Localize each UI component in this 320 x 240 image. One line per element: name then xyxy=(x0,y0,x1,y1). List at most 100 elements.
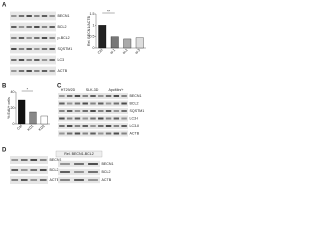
blot-band xyxy=(98,132,104,135)
blot-band xyxy=(74,179,84,181)
blot-band xyxy=(41,48,48,50)
y-tick-label: 0 xyxy=(93,46,95,50)
blot-band xyxy=(11,179,19,181)
y-axis-label: % EdU+ cells xyxy=(7,97,11,119)
blot-band xyxy=(66,95,73,97)
blot-band xyxy=(59,117,65,120)
blot-band xyxy=(74,132,81,135)
blot-band xyxy=(113,95,120,97)
blot-band xyxy=(11,15,17,17)
x-tick-label: KD1 xyxy=(27,124,35,132)
blot-band xyxy=(18,37,25,39)
blot-band xyxy=(74,110,81,112)
figure: A B C D HT29/2D SLK-3D ApcMin/+ Rel. BEC… xyxy=(2,3,146,184)
blot-band xyxy=(34,48,40,50)
blot-band xyxy=(74,125,81,127)
blot-band xyxy=(98,117,104,120)
blot-band xyxy=(41,26,48,28)
blot-band xyxy=(98,110,104,112)
blot-band xyxy=(49,70,55,72)
blot-strip xyxy=(10,55,56,65)
blot-band xyxy=(121,95,127,97)
blot-band xyxy=(88,171,98,173)
bar xyxy=(110,36,119,49)
row-label: LC3-II xyxy=(130,124,140,128)
blot-band xyxy=(30,159,38,161)
blot-band xyxy=(20,159,28,161)
row-label: BCL2 xyxy=(58,25,67,29)
blot-band xyxy=(105,117,112,120)
blot-band xyxy=(41,59,48,61)
blot-band xyxy=(74,102,81,105)
blot-band xyxy=(60,171,70,173)
bar xyxy=(40,115,48,125)
blot-band xyxy=(74,95,81,97)
blot-band xyxy=(59,125,65,127)
column-header: Rel. BECN1-BCL2 xyxy=(64,152,94,156)
blot-band xyxy=(60,179,70,181)
blot-band xyxy=(105,95,112,97)
blot-band xyxy=(49,26,55,28)
column-header: HT29/2D xyxy=(61,88,76,92)
blot-strip xyxy=(10,176,48,184)
x-tick-label: Ctrl xyxy=(97,48,104,55)
blot-band xyxy=(121,110,127,112)
x-tick-label: si-2 xyxy=(122,48,129,55)
y-tick-label: 0.5 xyxy=(90,35,95,39)
bar xyxy=(135,37,144,49)
bar xyxy=(123,38,132,49)
blot-band xyxy=(59,110,65,112)
blot-band xyxy=(26,59,32,61)
blot-band xyxy=(18,15,25,17)
blot-band xyxy=(82,110,88,112)
y-tick-label: 20 xyxy=(11,106,15,110)
blot-band xyxy=(121,132,127,135)
row-label: BECN1 xyxy=(130,94,142,98)
blot-band xyxy=(34,15,40,17)
row-label: SQSTM1 xyxy=(58,47,73,51)
blot-band xyxy=(49,37,55,39)
blot-band xyxy=(34,37,40,39)
blot-band xyxy=(105,125,112,127)
blot-band xyxy=(88,163,98,165)
blot-band xyxy=(88,179,98,181)
x-tick-label: KD2 xyxy=(38,124,46,132)
blot-band xyxy=(66,125,73,127)
bar xyxy=(18,99,26,125)
blot-band xyxy=(90,117,96,120)
row-label: LC3-I xyxy=(130,116,139,120)
row-label: ACTB xyxy=(102,178,112,182)
blot-band xyxy=(74,163,84,165)
y-axis-label: Rel. BECN1/ACTB xyxy=(87,15,91,46)
blot-band xyxy=(98,95,104,97)
blot-band xyxy=(90,110,96,112)
blot-band xyxy=(113,117,120,120)
y-tick-label: 40 xyxy=(11,90,15,94)
blot-band xyxy=(11,37,17,39)
blot-band xyxy=(90,102,96,105)
blot-band xyxy=(39,159,47,161)
blot-band xyxy=(66,132,73,135)
blot-band xyxy=(49,48,55,50)
blot-band xyxy=(121,102,127,105)
header-box xyxy=(55,150,103,158)
blot-band xyxy=(30,179,38,181)
blot-band xyxy=(26,37,32,39)
x-tick-label: si-3 xyxy=(134,48,141,55)
blot-band xyxy=(105,110,112,112)
blot-band xyxy=(11,169,19,171)
blot-band xyxy=(82,132,88,135)
blot-strip xyxy=(10,11,56,21)
y-tick-label: 0 xyxy=(13,122,15,126)
panel-label: B xyxy=(2,84,7,90)
bar xyxy=(98,25,107,49)
row-label: LC3 xyxy=(58,58,65,62)
blot-band xyxy=(121,125,127,127)
blot-band xyxy=(18,70,25,72)
blot-band xyxy=(90,125,96,127)
blot-band xyxy=(18,59,25,61)
blot-band xyxy=(11,59,17,61)
blot-strip xyxy=(10,66,56,76)
blot-band xyxy=(113,132,120,135)
blot-band xyxy=(30,169,38,171)
